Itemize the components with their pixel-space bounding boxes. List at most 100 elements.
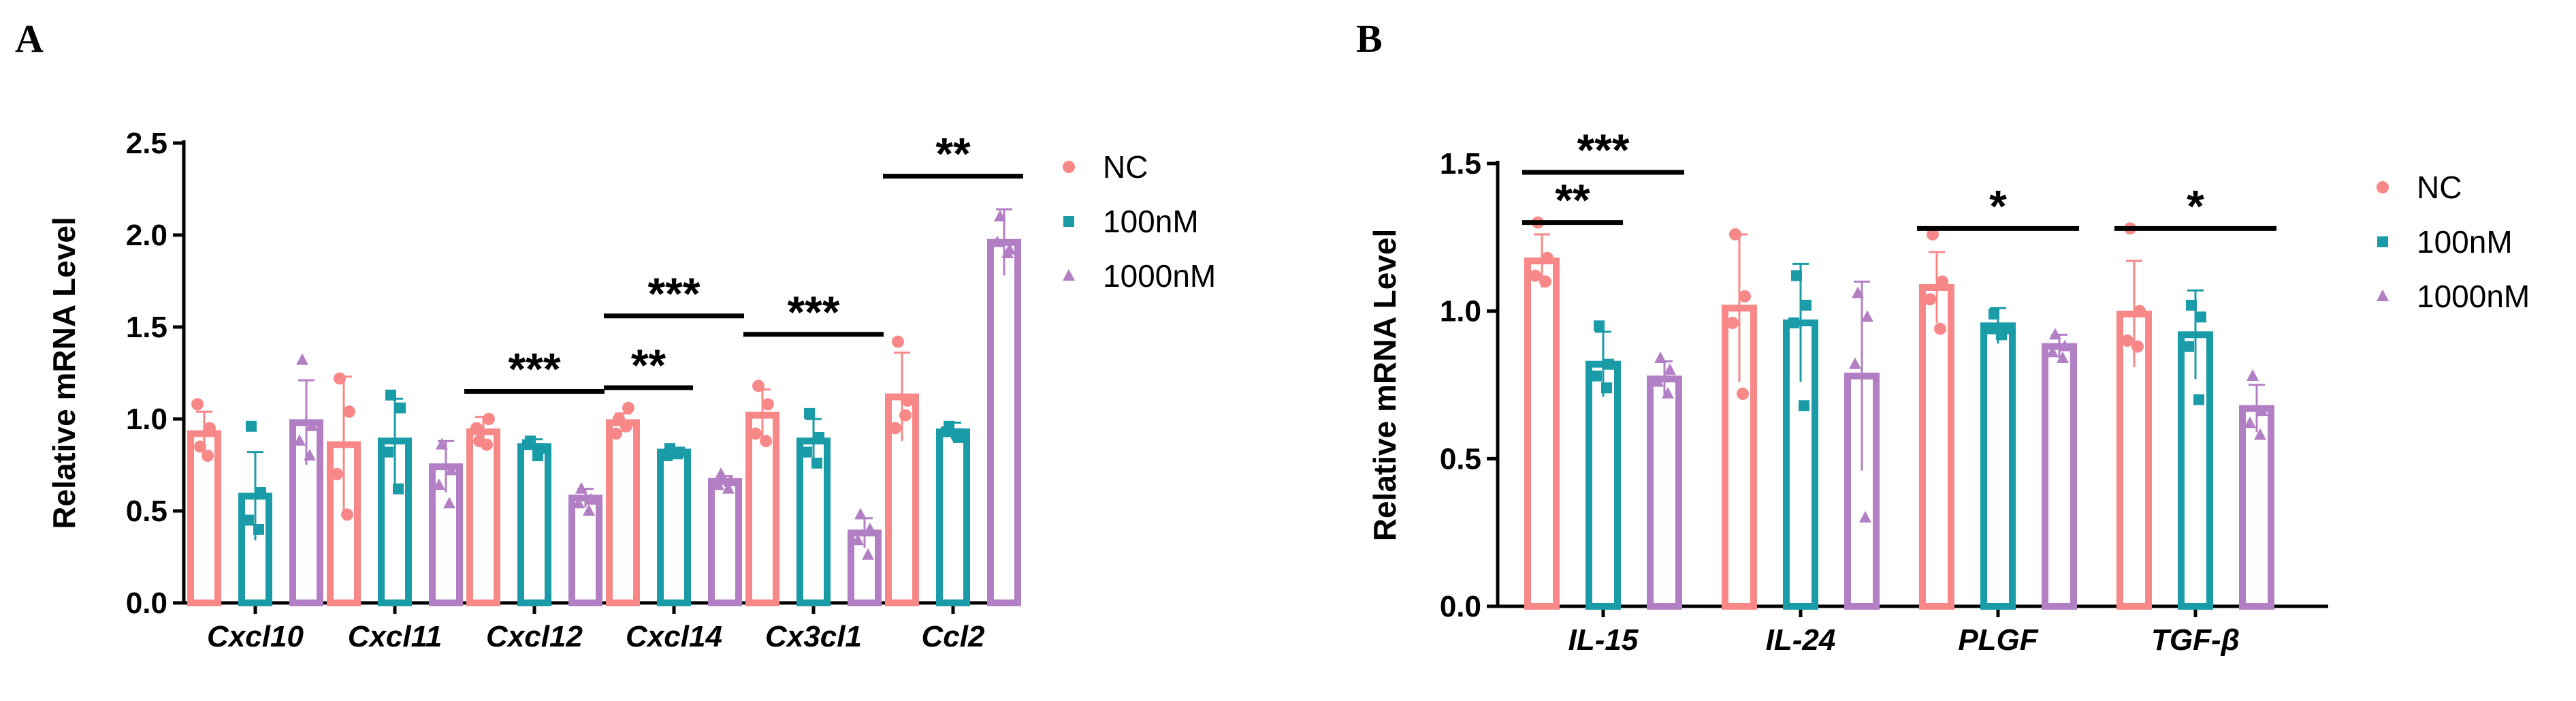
- chart-panel-a: 0.0 0.5 1.0 1.5 2.0 2.5 Relative mRNA Level Cxc…: [46, 127, 1216, 653]
- chart-a-point-100nm: [532, 450, 543, 461]
- chart-a-point-nc: [620, 420, 632, 433]
- chart-b-y-tick-label: 0.5: [1440, 442, 1481, 476]
- chart-a-x-tick-label-cxcl14: Cxcl14: [626, 620, 722, 653]
- chart-a-point-100nm: [395, 402, 406, 414]
- chart-a-point-1000nm: [1001, 247, 1014, 258]
- chart-a-significance-label: **: [935, 129, 971, 179]
- chart-a-y-tick-label: 1.5: [126, 311, 167, 344]
- chart-a-point-1000nm: [293, 434, 306, 446]
- chart-a-y-tick-label: 2.5: [126, 127, 167, 160]
- chart-a-point-nc: [892, 335, 904, 348]
- chart-b-point-100nm: [1591, 371, 1602, 381]
- chart-a-point-1000nm: [585, 493, 597, 505]
- chart-a-point-1000nm: [575, 482, 587, 494]
- chart-b-point-1000nm: [1662, 387, 1674, 399]
- chart-b-point-nc: [1924, 293, 1936, 306]
- chart-b-y-tick-label: 1.5: [1440, 147, 1481, 181]
- chart-a-y-tick-label: 0.5: [126, 495, 167, 528]
- chart-a-point-nc: [331, 468, 343, 480]
- chart-b-point-100nm: [2186, 300, 2197, 311]
- chart-a-point-nc: [899, 409, 912, 422]
- chart-b-significance-label: ***: [1577, 125, 1629, 175]
- chart-a-point-1000nm: [862, 548, 874, 560]
- chart-b-point-100nm: [2195, 311, 2206, 323]
- chart-b-point-1000nm: [1849, 357, 1861, 369]
- chart-b-bar-1000nm-il-15: [1647, 375, 1682, 610]
- chart-b-point-1000nm: [2057, 352, 2069, 363]
- chart-b-point-nc: [1539, 275, 1551, 288]
- chart-b-point-100nm: [2193, 394, 2204, 405]
- chart-b-significance-label: *: [1989, 181, 2007, 231]
- chart-a-point-nc: [204, 422, 216, 435]
- chart-b-x-tick-label-tgf: TGF-β: [2151, 623, 2240, 657]
- chart-a-significance-label: ***: [787, 287, 839, 337]
- chart-b-point-100nm: [1791, 270, 1802, 281]
- chart-b-point-100nm: [1601, 382, 1612, 394]
- chart-a-point-nc: [889, 422, 901, 435]
- chart-b-point-100nm: [1799, 400, 1809, 411]
- chart-b-bar-100nm-il-15: [1585, 360, 1621, 610]
- chart-a-point-100nm: [662, 450, 673, 461]
- chart-b-point-100nm: [1986, 323, 1997, 334]
- chart-a-legend-marker-100nm: [1063, 216, 1074, 227]
- chart-b-point-nc: [1936, 275, 1948, 288]
- chart-a-point-1000nm: [722, 482, 735, 494]
- chart-b-point-1000nm: [1652, 375, 1664, 387]
- chart-a-point-nc: [752, 379, 764, 392]
- chart-a-point-nc: [750, 427, 762, 440]
- chart-a-point-100nm: [393, 483, 404, 495]
- panel-letter-a: A: [15, 16, 44, 61]
- chart-a-bar-100nm-cxcl12: [517, 443, 551, 606]
- chart-a-legend-marker-nc: [1063, 161, 1075, 173]
- chart-b-point-nc: [2131, 340, 2144, 353]
- chart-a-point-1000nm: [994, 210, 1006, 221]
- chart-b-legend-marker-1000nm: [2377, 290, 2389, 301]
- chart-a-significance-label: ***: [508, 344, 560, 394]
- chart-a-point-100nm: [804, 407, 815, 419]
- chart-a-point-1000nm: [991, 235, 1003, 247]
- chart-a-point-100nm: [811, 457, 822, 469]
- chart-b-point-nc: [1737, 388, 1749, 400]
- chart-b-significance-label: **: [1555, 175, 1590, 225]
- chart-b-x-tick-label-plgf: PLGF: [1958, 623, 2038, 657]
- chart-a-point-nc: [194, 440, 206, 453]
- chart-a-legend-label-nc: NC: [1103, 149, 1148, 185]
- chart-a-point-1000nm: [583, 504, 595, 516]
- chart-a-point-nc: [470, 422, 483, 435]
- chart-b-point-1000nm: [2256, 405, 2268, 416]
- chart-a-point-nc: [610, 427, 622, 440]
- chart-a-point-nc: [901, 394, 914, 407]
- chart-a-point-nc: [483, 413, 495, 425]
- chart-a-point-nc: [622, 401, 634, 414]
- chart-a-point-nc: [762, 398, 774, 411]
- chart-a-legend-marker-1000nm: [1063, 269, 1075, 281]
- chart-b-point-nc: [1726, 317, 1739, 329]
- chart-b-point-100nm: [1788, 317, 1799, 328]
- chart-b-point-1000nm: [2254, 428, 2266, 440]
- chart-a-point-nc: [202, 450, 214, 462]
- chart-a-point-100nm: [814, 432, 824, 443]
- chart-a-point-100nm: [255, 487, 266, 498]
- chart-a-point-1000nm: [864, 523, 876, 534]
- chart-a-bar-1000nm-ccl2: [987, 238, 1021, 606]
- chart-a-bar-100nm-cxcl14: [657, 448, 691, 606]
- chart-b-point-nc: [2121, 334, 2134, 347]
- chart-a-point-nc: [481, 438, 493, 451]
- chart-b-point-100nm: [1996, 329, 2007, 341]
- chart-b-legend-marker-nc: [2377, 181, 2389, 193]
- chart-a-y-axis-label: Relative mRNA Level: [46, 217, 82, 529]
- chart-b-point-nc: [1529, 269, 1541, 282]
- chart-a-point-100nm: [672, 448, 683, 460]
- chart-a-significance-label: ***: [647, 268, 700, 319]
- chart-a-bar-nc-cxcl12: [466, 428, 500, 607]
- chart-b-point-nc: [1739, 290, 1751, 302]
- chart-b-point-nc: [1934, 322, 1946, 335]
- chart-b-legend-label-100nm: 100nM: [2417, 224, 2513, 260]
- chart-a-point-1000nm: [445, 463, 457, 476]
- chart-b-bar-1000nm-plgf: [2042, 343, 2077, 610]
- chart-b-legend-marker-100nm: [2377, 236, 2388, 247]
- chart-b-legend-label-nc: NC: [2417, 170, 2462, 205]
- chart-a-bar-100nm-ccl2: [936, 428, 970, 607]
- chart-b-point-1000nm: [1852, 286, 1864, 298]
